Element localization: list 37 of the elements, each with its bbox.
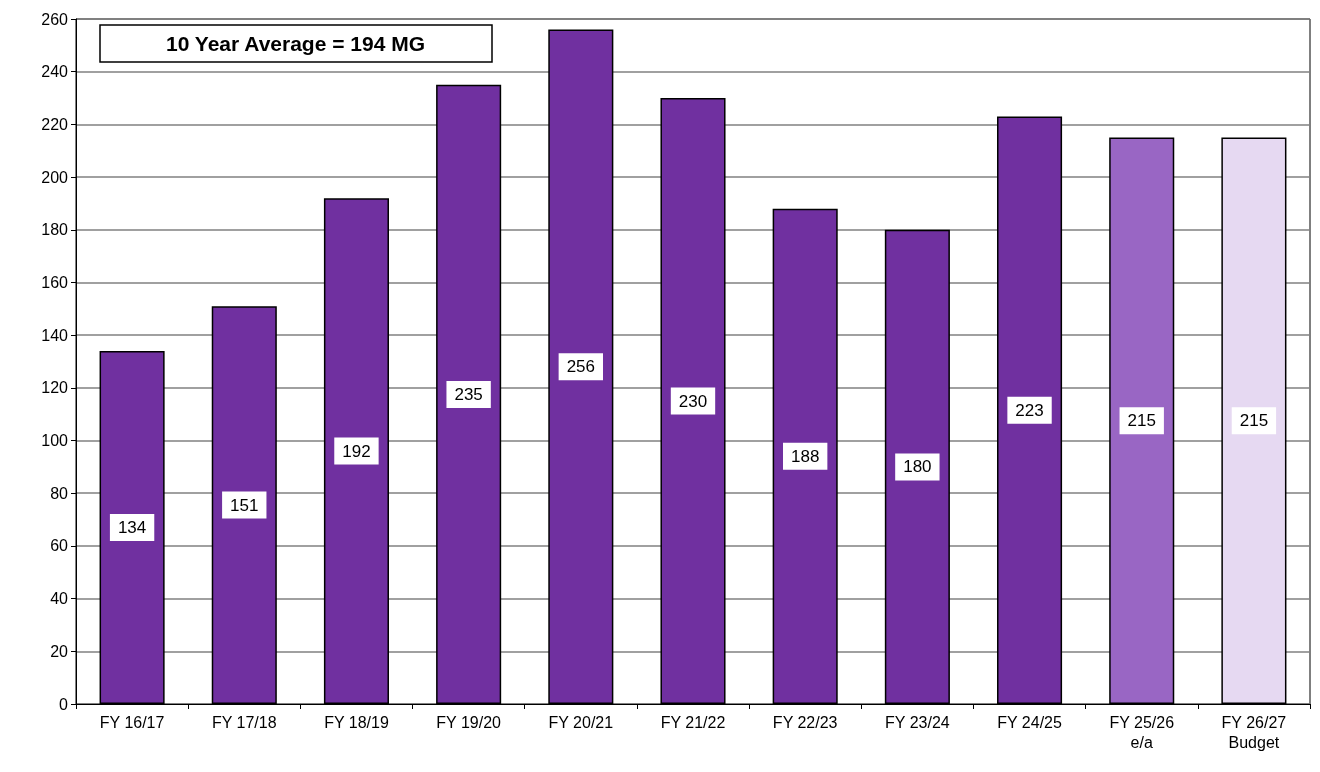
x-tick-label: FY 19/20 <box>436 713 502 731</box>
y-tick-label: 200 <box>41 168 69 186</box>
y-tick-label: 40 <box>50 590 69 608</box>
data-label: 151 <box>230 495 259 515</box>
y-tick-label: 180 <box>41 221 69 239</box>
data-label: 134 <box>117 517 147 537</box>
x-tick-label: FY 18/19 <box>324 713 389 731</box>
x-tick-label: FY 25/26 e/a <box>1109 713 1175 751</box>
y-tick-label: 260 <box>41 10 69 28</box>
x-tick-label: FY 21/22 <box>660 713 726 731</box>
data-label: 223 <box>1015 400 1044 420</box>
data-label: 256 <box>566 357 596 377</box>
y-tick-label: 120 <box>41 379 69 397</box>
y-tick-label: 20 <box>50 642 69 660</box>
data-label: 215 <box>1127 411 1156 431</box>
y-tick-label: 60 <box>50 537 69 555</box>
y-tick-label: 160 <box>41 273 69 291</box>
x-tick-label: FY 24/25 <box>997 713 1062 731</box>
y-tick-label: 80 <box>50 484 69 502</box>
x-tick-label: FY 23/24 <box>885 713 950 731</box>
x-tick-label: FY 20/21 <box>548 713 614 731</box>
data-label: 215 <box>1239 411 1269 431</box>
y-tick-label: 220 <box>41 115 69 133</box>
annotation: 10 Year Average = 194 MG <box>166 32 425 55</box>
x-tick-label: FY 16/17 <box>99 713 165 731</box>
x-tick-label: FY 26/27 Budget <box>1221 713 1287 751</box>
y-tick-label: 0 <box>59 695 69 713</box>
x-tick-label: FY 22/23 <box>772 713 838 731</box>
x-tick-label: FY 17/18 <box>211 713 277 731</box>
data-label: 180 <box>903 457 932 477</box>
y-tick-label: 240 <box>41 63 69 81</box>
data-label: 235 <box>454 384 483 404</box>
y-tick-label: 100 <box>41 432 69 450</box>
data-label: 188 <box>790 446 820 466</box>
data-label: 192 <box>342 441 371 461</box>
data-label: 230 <box>678 391 708 411</box>
y-tick-label: 140 <box>41 326 69 344</box>
